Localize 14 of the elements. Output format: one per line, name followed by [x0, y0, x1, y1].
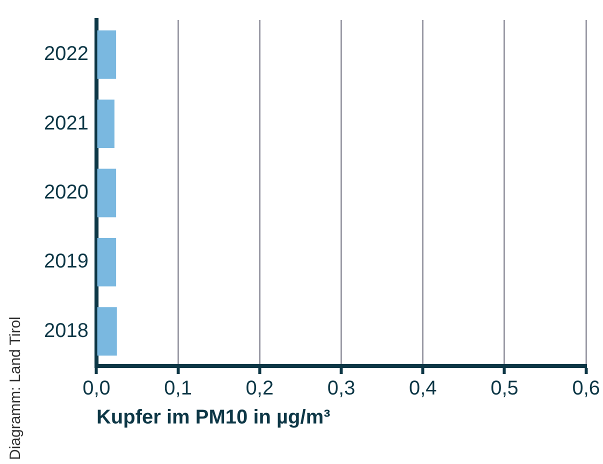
x-tick-label: 0,5: [490, 378, 518, 400]
x-tick-label: 0,2: [246, 378, 274, 400]
y-tick-label: 2020: [44, 182, 88, 204]
y-tick-label: 2019: [44, 250, 88, 273]
x-tick-label: 0,6: [572, 378, 600, 400]
text: Diagramm: Land Tirol: [7, 316, 24, 460]
x-tick-label: 0,4: [408, 378, 437, 400]
x-tick-label: 0,0: [82, 378, 110, 400]
y-tick-label: 2021: [44, 112, 88, 134]
x-tick-label: 0,1: [164, 378, 192, 400]
y-tick-label: 2022: [44, 43, 88, 66]
x-tick-label: 0,3: [327, 378, 356, 400]
y-tick-label: 2018: [44, 320, 88, 342]
x-axis-title: Kupfer im PM10 in µg/m³: [96, 406, 331, 429]
